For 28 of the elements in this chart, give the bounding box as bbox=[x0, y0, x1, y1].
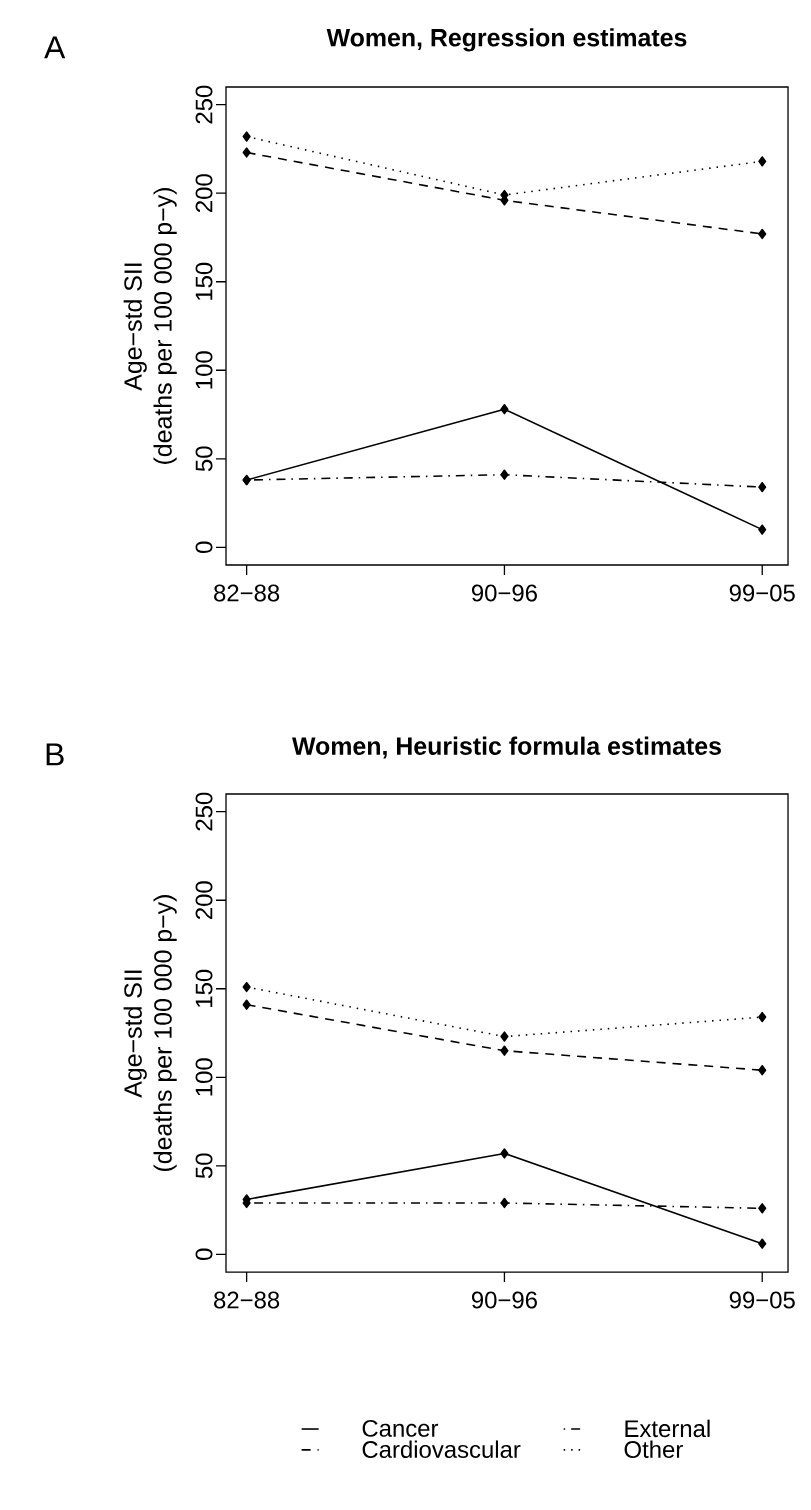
legend-label: Cardiovascular bbox=[362, 1440, 521, 1458]
y-tick-label: 0 bbox=[195, 1248, 213, 1261]
legend-label: Other bbox=[624, 1440, 683, 1458]
y-tick-label: 200 bbox=[195, 174, 213, 212]
x-tick-label: 99−05 bbox=[729, 1291, 795, 1309]
x-tick-label: 99−05 bbox=[729, 584, 795, 602]
text: A bbox=[44, 36, 66, 59]
y-axis-title: Age−std SII (deaths per 100 000 p−y) bbox=[123, 895, 177, 1171]
chart-title: Women, Regression estimates bbox=[326, 28, 687, 52]
chart-title: Women, Heuristic formula estimates bbox=[292, 736, 721, 759]
y-tick-label: 250 bbox=[195, 792, 213, 831]
x-tick-label: 82−88 bbox=[214, 1291, 280, 1309]
legend-label: External bbox=[625, 1419, 710, 1438]
y-tick-label: 250 bbox=[195, 85, 213, 124]
x-tick-label: 90−96 bbox=[471, 584, 537, 602]
y-tick-label: 0 bbox=[195, 541, 213, 554]
y-tick-label: 100 bbox=[195, 1058, 213, 1096]
legend-label: Cancer bbox=[362, 1419, 439, 1437]
x-tick-label: 82−88 bbox=[214, 584, 280, 602]
y-tick-label: 50 bbox=[195, 446, 213, 472]
y-tick-label: 200 bbox=[195, 881, 213, 919]
x-tick-label: 90−96 bbox=[471, 1291, 537, 1309]
y-axis-title: Age−std SII (deaths per 100 000 p−y) bbox=[123, 188, 177, 464]
y-tick-label: 150 bbox=[195, 969, 213, 1007]
y-tick-label: 150 bbox=[195, 262, 213, 300]
y-tick-label: 50 bbox=[195, 1153, 213, 1179]
y-tick-label: 100 bbox=[195, 351, 213, 389]
text: B bbox=[46, 743, 64, 766]
